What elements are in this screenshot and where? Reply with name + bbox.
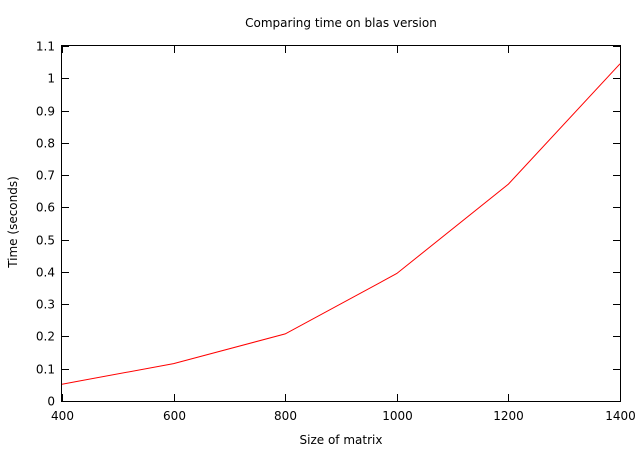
y-tick-label: 0.5	[36, 234, 55, 248]
y-tick-label: 0.8	[36, 137, 55, 151]
x-tick-label: 600	[163, 409, 186, 423]
chart-title: Comparing time on blas version	[245, 16, 437, 30]
axis-ticks: 0 0.1 0.2 0.3 0.4 0.5 0.6 0.7 0.8 0.9 1 1.1 400 600 80…	[36, 40, 636, 424]
x-tick-label: 1400	[605, 409, 636, 423]
y-axis-label: Time (seconds)	[6, 176, 20, 269]
y-tick-label: 0.6	[36, 201, 55, 215]
y-tick-label: 0	[47, 395, 55, 409]
series-layer	[62, 64, 620, 384]
y-tick-label: 0.1	[36, 363, 55, 377]
x-tick-label: 400	[51, 409, 74, 423]
x-axis-label: Size of matrix	[300, 433, 383, 447]
x-tick-label: 800	[274, 409, 297, 423]
y-tick-label: 1.1	[36, 40, 55, 54]
y-tick-label: 0.4	[36, 266, 55, 280]
x-tick-label: 1000	[382, 409, 413, 423]
series-line-0	[62, 64, 620, 384]
x-tick-label: 1200	[493, 409, 524, 423]
plot-area-frame	[62, 46, 621, 402]
y-tick-label: 0.9	[36, 105, 55, 119]
y-tick-label: 0.3	[36, 298, 55, 312]
y-tick-label: 0.2	[36, 330, 55, 344]
y-tick-label: 0.7	[36, 169, 55, 183]
y-tick-label: 1	[47, 72, 55, 86]
